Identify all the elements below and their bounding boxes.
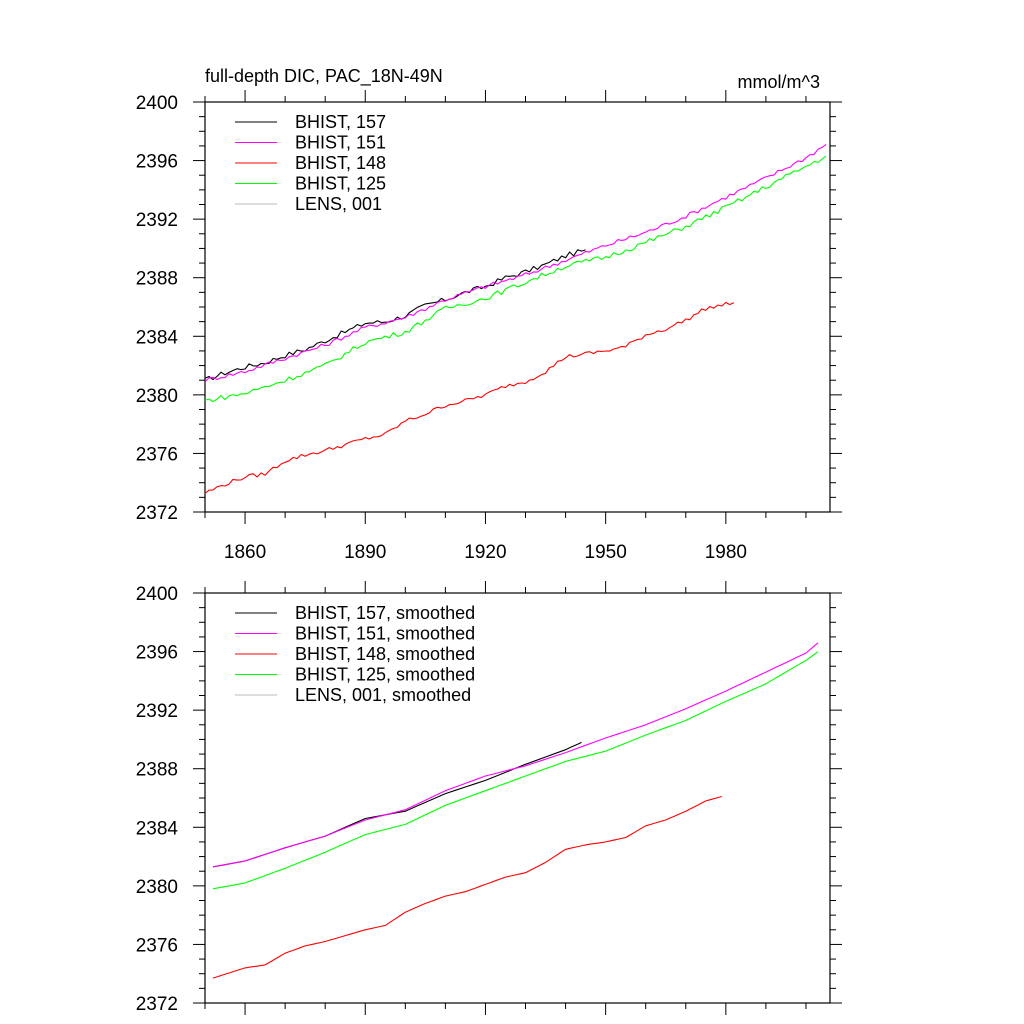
series-line-1 (212, 741, 582, 868)
series-line-4 (204, 155, 827, 403)
y-tick-label: 2392 (136, 210, 178, 231)
y-tick-label: 2380 (136, 877, 178, 898)
y-tick-label: 2400 (136, 93, 178, 114)
chart-panel-1: 2372 2376 2380 2384 2388 2392 2396 2400 1860 1890… (136, 66, 842, 563)
x-tick-label: 1980 (705, 542, 747, 563)
y-tick-label: 2384 (136, 327, 179, 348)
legend-label: BHIST, 151, smoothed (295, 624, 475, 644)
series-line-1 (204, 249, 586, 381)
legend-label: BHIST, 148 (295, 153, 386, 173)
legend-label: BHIST, 157, smoothed (295, 603, 475, 623)
y-tick-label: 2388 (136, 760, 178, 781)
x-tick-label: 1950 (585, 542, 627, 563)
y-tick-label: 2396 (136, 643, 178, 664)
series-line-2 (204, 144, 827, 383)
units-label: mmol/m^3 (738, 72, 820, 92)
legend-label: BHIST, 148, smoothed (295, 644, 475, 664)
chart-panel-2: 2372 2376 2380 2384 2388 2392 2396 2400 BHIST, 1… (136, 581, 842, 1015)
y-tick-label: 2372 (136, 503, 178, 524)
chart-title: full-depth DIC, PAC_18N-49N (205, 66, 443, 87)
y-tick-label: 2400 (136, 584, 178, 605)
y-tick-label: 2372 (136, 994, 178, 1015)
y-tick-label: 2396 (136, 152, 178, 173)
x-tick-label: 1860 (224, 542, 266, 563)
y-tick-label: 2384 (136, 818, 179, 839)
legend-label: BHIST, 125 (295, 174, 386, 194)
legend-label: BHIST, 151 (295, 133, 386, 153)
y-tick-label: 2376 (136, 444, 178, 465)
y-tick-label: 2392 (136, 701, 178, 722)
x-tick-label: 1890 (344, 542, 386, 563)
legend-label: LENS, 001, smoothed (295, 685, 471, 705)
legend-label: BHIST, 125, smoothed (295, 665, 475, 685)
y-tick-label: 2380 (136, 386, 178, 407)
series-line-4 (212, 651, 819, 890)
legend-label: BHIST, 157 (295, 112, 386, 132)
series-line-2 (212, 642, 819, 868)
legend-label: LENS, 001 (295, 194, 382, 214)
series-line-3 (212, 795, 722, 979)
y-tick-label: 2376 (136, 935, 178, 956)
x-tick-label: 1920 (464, 542, 506, 563)
y-tick-label: 2388 (136, 269, 178, 290)
series-line-3 (204, 301, 735, 494)
